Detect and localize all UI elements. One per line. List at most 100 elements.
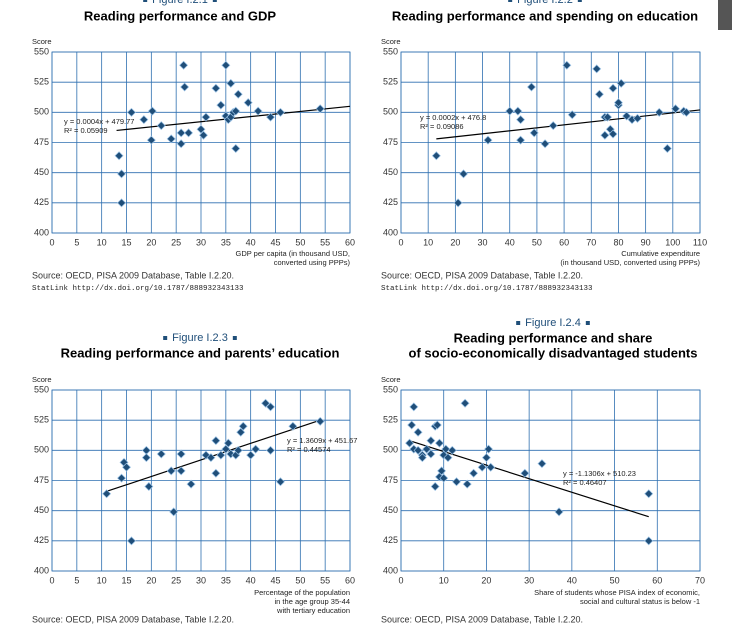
data-point (221, 444, 231, 454)
data-point (608, 129, 618, 139)
data-point (437, 466, 447, 476)
data-point (516, 115, 526, 125)
x-axis-label: Percentage of the population (254, 588, 350, 597)
data-point (231, 106, 241, 116)
figure-label: Figure I.2.1 (152, 0, 208, 6)
corner-tab (718, 0, 732, 30)
x-tick-label: 30 (196, 575, 206, 585)
data-point (567, 110, 577, 120)
x-tick-label: 70 (695, 575, 705, 585)
data-point (460, 398, 470, 408)
data-point (216, 100, 226, 110)
y-tick-label: 425 (34, 535, 49, 545)
x-tick-label: 40 (246, 237, 256, 247)
data-point (548, 121, 558, 131)
data-point (526, 82, 536, 92)
data-point (176, 128, 186, 138)
figure-bullet (508, 0, 513, 2)
data-point (431, 151, 441, 161)
chart-title: Reading performance and GDP (84, 8, 276, 23)
y-tick-label: 400 (34, 565, 49, 575)
x-tick-label: 70 (586, 237, 596, 247)
equation: y = 0.0002x + 476.8 (420, 113, 486, 122)
data-point (275, 107, 285, 117)
data-point (126, 107, 136, 117)
r-squared: R² = 0.09086 (420, 122, 464, 131)
data-point (223, 438, 233, 448)
x-tick-label: 40 (567, 575, 577, 585)
y-tick-label: 400 (383, 227, 398, 237)
data-point (146, 135, 156, 145)
data-point (603, 112, 613, 122)
y-tick-label: 450 (34, 167, 49, 177)
x-axis-label: (in thousand USD, converted using PPPs) (560, 258, 700, 267)
x-tick-label: 20 (481, 575, 491, 585)
data-point (166, 466, 176, 476)
r-squared: R² = 0.44574 (287, 445, 331, 454)
data-point (179, 60, 189, 70)
y-tick-label: 525 (383, 415, 398, 425)
data-point (409, 402, 419, 412)
y-tick-label: 550 (383, 46, 398, 56)
y-tick-label: 500 (383, 445, 398, 455)
trend-line (409, 440, 649, 518)
x-tick-label: 50 (532, 237, 542, 247)
data-point (413, 445, 423, 455)
y-tick-label: 525 (34, 415, 49, 425)
y-tick-label: 425 (34, 197, 49, 207)
data-point (315, 416, 325, 426)
x-axis-label: social and cultural status is below -1 (580, 597, 700, 606)
y-axis-label: Score (32, 375, 52, 384)
data-point (407, 420, 417, 430)
y-tick-label: 475 (383, 137, 398, 147)
data-point (196, 124, 206, 134)
x-tick-label: 0 (398, 575, 403, 585)
x-tick-label: 60 (652, 575, 662, 585)
x-tick-label: 60 (559, 237, 569, 247)
data-point (233, 445, 243, 455)
data-point (231, 144, 241, 154)
data-point (513, 106, 523, 116)
data-point (288, 421, 298, 431)
data-point (102, 489, 112, 499)
data-point (520, 468, 530, 478)
data-point (144, 482, 154, 492)
data-point (608, 83, 618, 93)
data-point (462, 479, 472, 489)
data-point (147, 106, 157, 116)
data-point (117, 169, 127, 179)
x-tick-label: 15 (121, 237, 131, 247)
data-point (266, 445, 276, 455)
data-point (166, 134, 176, 144)
y-tick-label: 425 (383, 535, 398, 545)
data-point (486, 462, 496, 472)
x-tick-label: 0 (49, 237, 54, 247)
y-tick-label: 500 (34, 107, 49, 117)
data-point (616, 78, 626, 88)
data-point (443, 453, 453, 463)
x-tick-label: 30 (196, 237, 206, 247)
data-point (122, 462, 131, 472)
y-tick-label: 500 (383, 107, 398, 117)
x-tick-label: 35 (221, 575, 231, 585)
data-point (216, 450, 226, 460)
y-tick-label: 550 (34, 46, 49, 56)
x-axis-label: converted using PPPs) (274, 258, 351, 267)
data-point (246, 450, 256, 460)
x-tick-label: 45 (270, 237, 280, 247)
data-point (236, 427, 246, 437)
x-tick-label: 20 (146, 237, 156, 247)
data-point (441, 444, 451, 454)
data-point (211, 468, 221, 478)
data-point (251, 444, 261, 454)
data-point (261, 398, 271, 408)
data-point (483, 135, 493, 145)
data-point (481, 453, 491, 463)
data-point (275, 477, 285, 487)
data-point (221, 60, 231, 70)
data-point (201, 450, 211, 460)
data-point (662, 144, 672, 154)
data-point (529, 128, 539, 138)
x-tick-label: 55 (320, 237, 330, 247)
data-point (622, 111, 632, 121)
